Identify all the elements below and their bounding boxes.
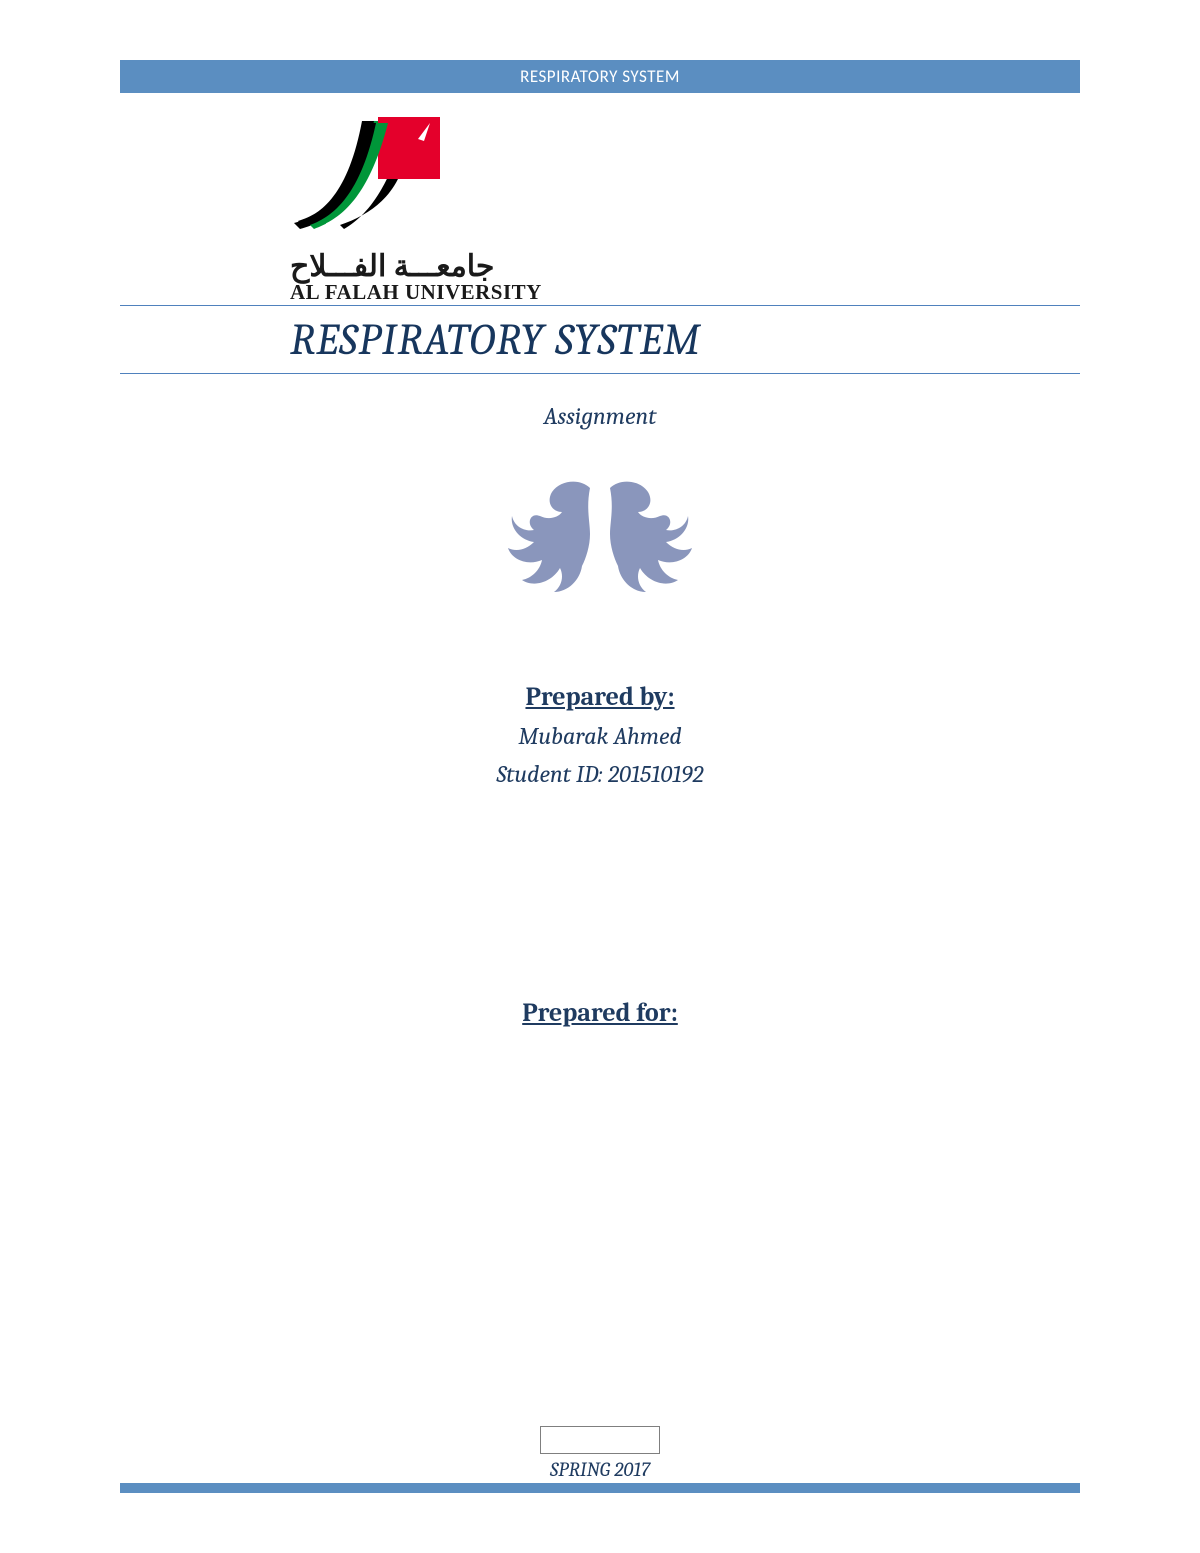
term-text: SPRING 2017	[120, 1458, 1080, 1481]
subtitle: Assignment	[120, 402, 1080, 430]
page: RESPIRATORY SYSTEM جامعـــة الفـــلاح AL…	[120, 0, 1080, 1553]
logo-english-text: AL FALAH UNIVERSITY	[290, 280, 1080, 305]
footer: SPRING 2017	[120, 1426, 1080, 1493]
student-id: Student ID: 201510192	[120, 760, 1080, 788]
footer-bar	[120, 1483, 1080, 1493]
main-title: RESPIRATORY SYSTEM	[120, 306, 1080, 373]
logo-arabic-text: جامعـــة الفـــلاح	[290, 249, 1080, 284]
logo-icon	[290, 111, 460, 241]
page-number-box	[540, 1426, 660, 1454]
prepared-by-heading: Prepared by:	[120, 682, 1080, 712]
ornament-icon	[120, 468, 1080, 602]
header-bar: RESPIRATORY SYSTEM	[120, 60, 1080, 93]
header-text: RESPIRATORY SYSTEM	[520, 66, 680, 87]
student-name: Mubarak Ahmed	[120, 722, 1080, 750]
prepared-for-heading: Prepared for:	[120, 998, 1080, 1028]
university-logo: جامعـــة الفـــلاح AL FALAH UNIVERSITY	[120, 111, 1080, 305]
title-rule-bottom	[120, 373, 1080, 374]
